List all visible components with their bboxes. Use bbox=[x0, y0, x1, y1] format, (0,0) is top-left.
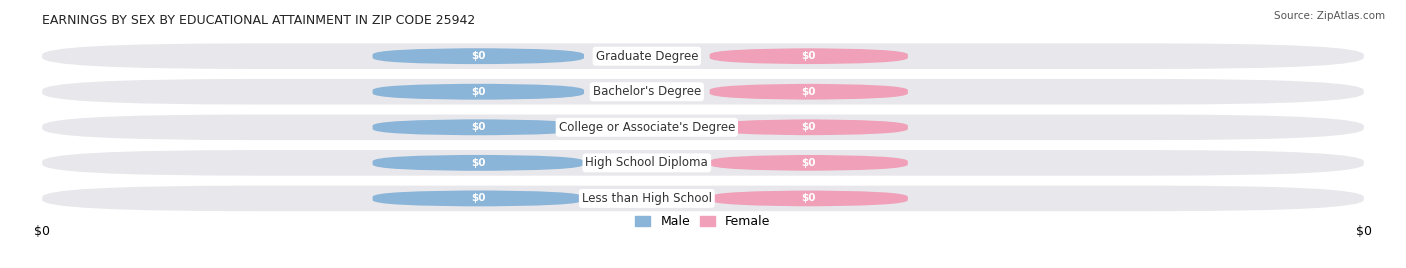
FancyBboxPatch shape bbox=[373, 84, 583, 100]
Text: $0: $0 bbox=[471, 122, 485, 132]
FancyBboxPatch shape bbox=[42, 114, 1364, 140]
FancyBboxPatch shape bbox=[42, 186, 1364, 211]
FancyBboxPatch shape bbox=[42, 79, 1364, 105]
Text: College or Associate's Degree: College or Associate's Degree bbox=[558, 121, 735, 134]
Text: Source: ZipAtlas.com: Source: ZipAtlas.com bbox=[1274, 11, 1385, 21]
Text: EARNINGS BY SEX BY EDUCATIONAL ATTAINMENT IN ZIP CODE 25942: EARNINGS BY SEX BY EDUCATIONAL ATTAINMEN… bbox=[42, 14, 475, 27]
Text: High School Diploma: High School Diploma bbox=[585, 156, 709, 169]
Text: $0: $0 bbox=[471, 193, 485, 203]
Text: $0: $0 bbox=[471, 87, 485, 97]
Text: $0: $0 bbox=[801, 51, 815, 61]
Text: $0: $0 bbox=[801, 87, 815, 97]
FancyBboxPatch shape bbox=[373, 191, 583, 206]
Text: $0: $0 bbox=[471, 51, 485, 61]
FancyBboxPatch shape bbox=[710, 48, 908, 64]
FancyBboxPatch shape bbox=[710, 84, 908, 100]
Legend: Male, Female: Male, Female bbox=[636, 215, 770, 228]
FancyBboxPatch shape bbox=[42, 150, 1364, 176]
FancyBboxPatch shape bbox=[710, 119, 908, 135]
FancyBboxPatch shape bbox=[373, 48, 583, 64]
Text: $0: $0 bbox=[801, 122, 815, 132]
FancyBboxPatch shape bbox=[373, 155, 583, 171]
Text: Less than High School: Less than High School bbox=[582, 192, 711, 205]
Text: $0: $0 bbox=[801, 193, 815, 203]
Text: Graduate Degree: Graduate Degree bbox=[596, 50, 699, 63]
FancyBboxPatch shape bbox=[373, 119, 583, 135]
FancyBboxPatch shape bbox=[42, 43, 1364, 69]
Text: $0: $0 bbox=[471, 158, 485, 168]
Text: Bachelor's Degree: Bachelor's Degree bbox=[593, 85, 702, 98]
Text: $0: $0 bbox=[801, 158, 815, 168]
FancyBboxPatch shape bbox=[710, 155, 908, 171]
FancyBboxPatch shape bbox=[710, 191, 908, 206]
